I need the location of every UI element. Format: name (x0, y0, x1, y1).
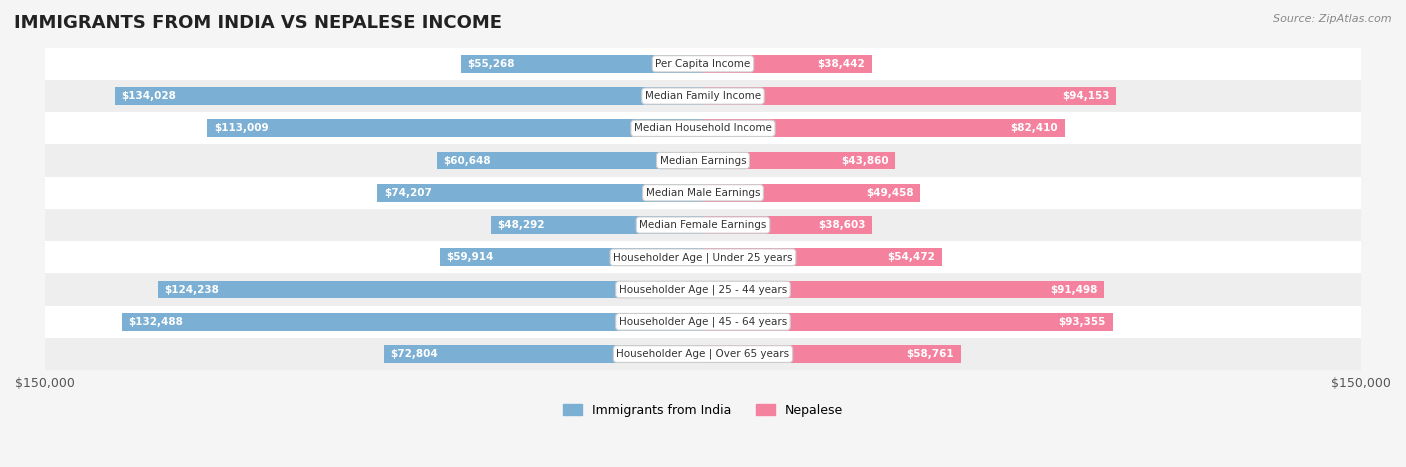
Text: Householder Age | Under 25 years: Householder Age | Under 25 years (613, 252, 793, 262)
Bar (115, 87, 703, 105)
Text: $93,355: $93,355 (1059, 317, 1107, 327)
Text: $113,009: $113,009 (214, 123, 269, 133)
Text: $38,603: $38,603 (818, 220, 866, 230)
Legend: Immigrants from India, Nepalese: Immigrants from India, Nepalese (558, 399, 848, 422)
Bar (703, 345, 960, 363)
Text: $94,153: $94,153 (1062, 91, 1109, 101)
Bar (45, 274, 1361, 306)
Bar (207, 120, 703, 137)
Text: $132,488: $132,488 (128, 317, 183, 327)
Bar (45, 177, 1361, 209)
Text: $55,268: $55,268 (467, 59, 515, 69)
Bar (45, 338, 1361, 370)
Bar (461, 55, 703, 73)
Bar (45, 80, 1361, 112)
Bar (45, 209, 1361, 241)
Text: Householder Age | 45 - 64 years: Householder Age | 45 - 64 years (619, 317, 787, 327)
Bar (384, 345, 703, 363)
Bar (703, 55, 872, 73)
Text: Per Capita Income: Per Capita Income (655, 59, 751, 69)
Bar (703, 120, 1064, 137)
Text: Median Household Income: Median Household Income (634, 123, 772, 133)
Text: Source: ZipAtlas.com: Source: ZipAtlas.com (1274, 14, 1392, 24)
Text: Householder Age | Over 65 years: Householder Age | Over 65 years (616, 349, 790, 359)
Bar (703, 184, 920, 202)
Bar (703, 87, 1116, 105)
Text: $43,860: $43,860 (841, 156, 889, 166)
Bar (157, 281, 703, 298)
Text: IMMIGRANTS FROM INDIA VS NEPALESE INCOME: IMMIGRANTS FROM INDIA VS NEPALESE INCOME (14, 14, 502, 32)
Text: $54,472: $54,472 (887, 252, 935, 262)
Text: Householder Age | 25 - 44 years: Householder Age | 25 - 44 years (619, 284, 787, 295)
Text: $48,292: $48,292 (498, 220, 546, 230)
Bar (703, 152, 896, 170)
Text: $91,498: $91,498 (1050, 284, 1098, 295)
Text: $38,442: $38,442 (817, 59, 865, 69)
Text: Median Earnings: Median Earnings (659, 156, 747, 166)
Text: $124,238: $124,238 (165, 284, 219, 295)
Bar (45, 241, 1361, 274)
Bar (437, 152, 703, 170)
Bar (45, 112, 1361, 144)
Text: $59,914: $59,914 (447, 252, 494, 262)
Text: Median Family Income: Median Family Income (645, 91, 761, 101)
Bar (440, 248, 703, 266)
Bar (377, 184, 703, 202)
Text: $82,410: $82,410 (1011, 123, 1057, 133)
Text: $74,207: $74,207 (384, 188, 432, 198)
Text: $134,028: $134,028 (121, 91, 177, 101)
Bar (703, 281, 1104, 298)
Bar (45, 144, 1361, 177)
Text: $49,458: $49,458 (866, 188, 914, 198)
Bar (45, 48, 1361, 80)
Text: $72,804: $72,804 (391, 349, 437, 359)
Bar (45, 306, 1361, 338)
Text: Median Female Earnings: Median Female Earnings (640, 220, 766, 230)
Text: $58,761: $58,761 (907, 349, 955, 359)
Bar (491, 216, 703, 234)
Bar (122, 313, 703, 331)
Bar (703, 313, 1112, 331)
Text: $60,648: $60,648 (443, 156, 491, 166)
Bar (703, 248, 942, 266)
Text: Median Male Earnings: Median Male Earnings (645, 188, 761, 198)
Bar (703, 216, 872, 234)
